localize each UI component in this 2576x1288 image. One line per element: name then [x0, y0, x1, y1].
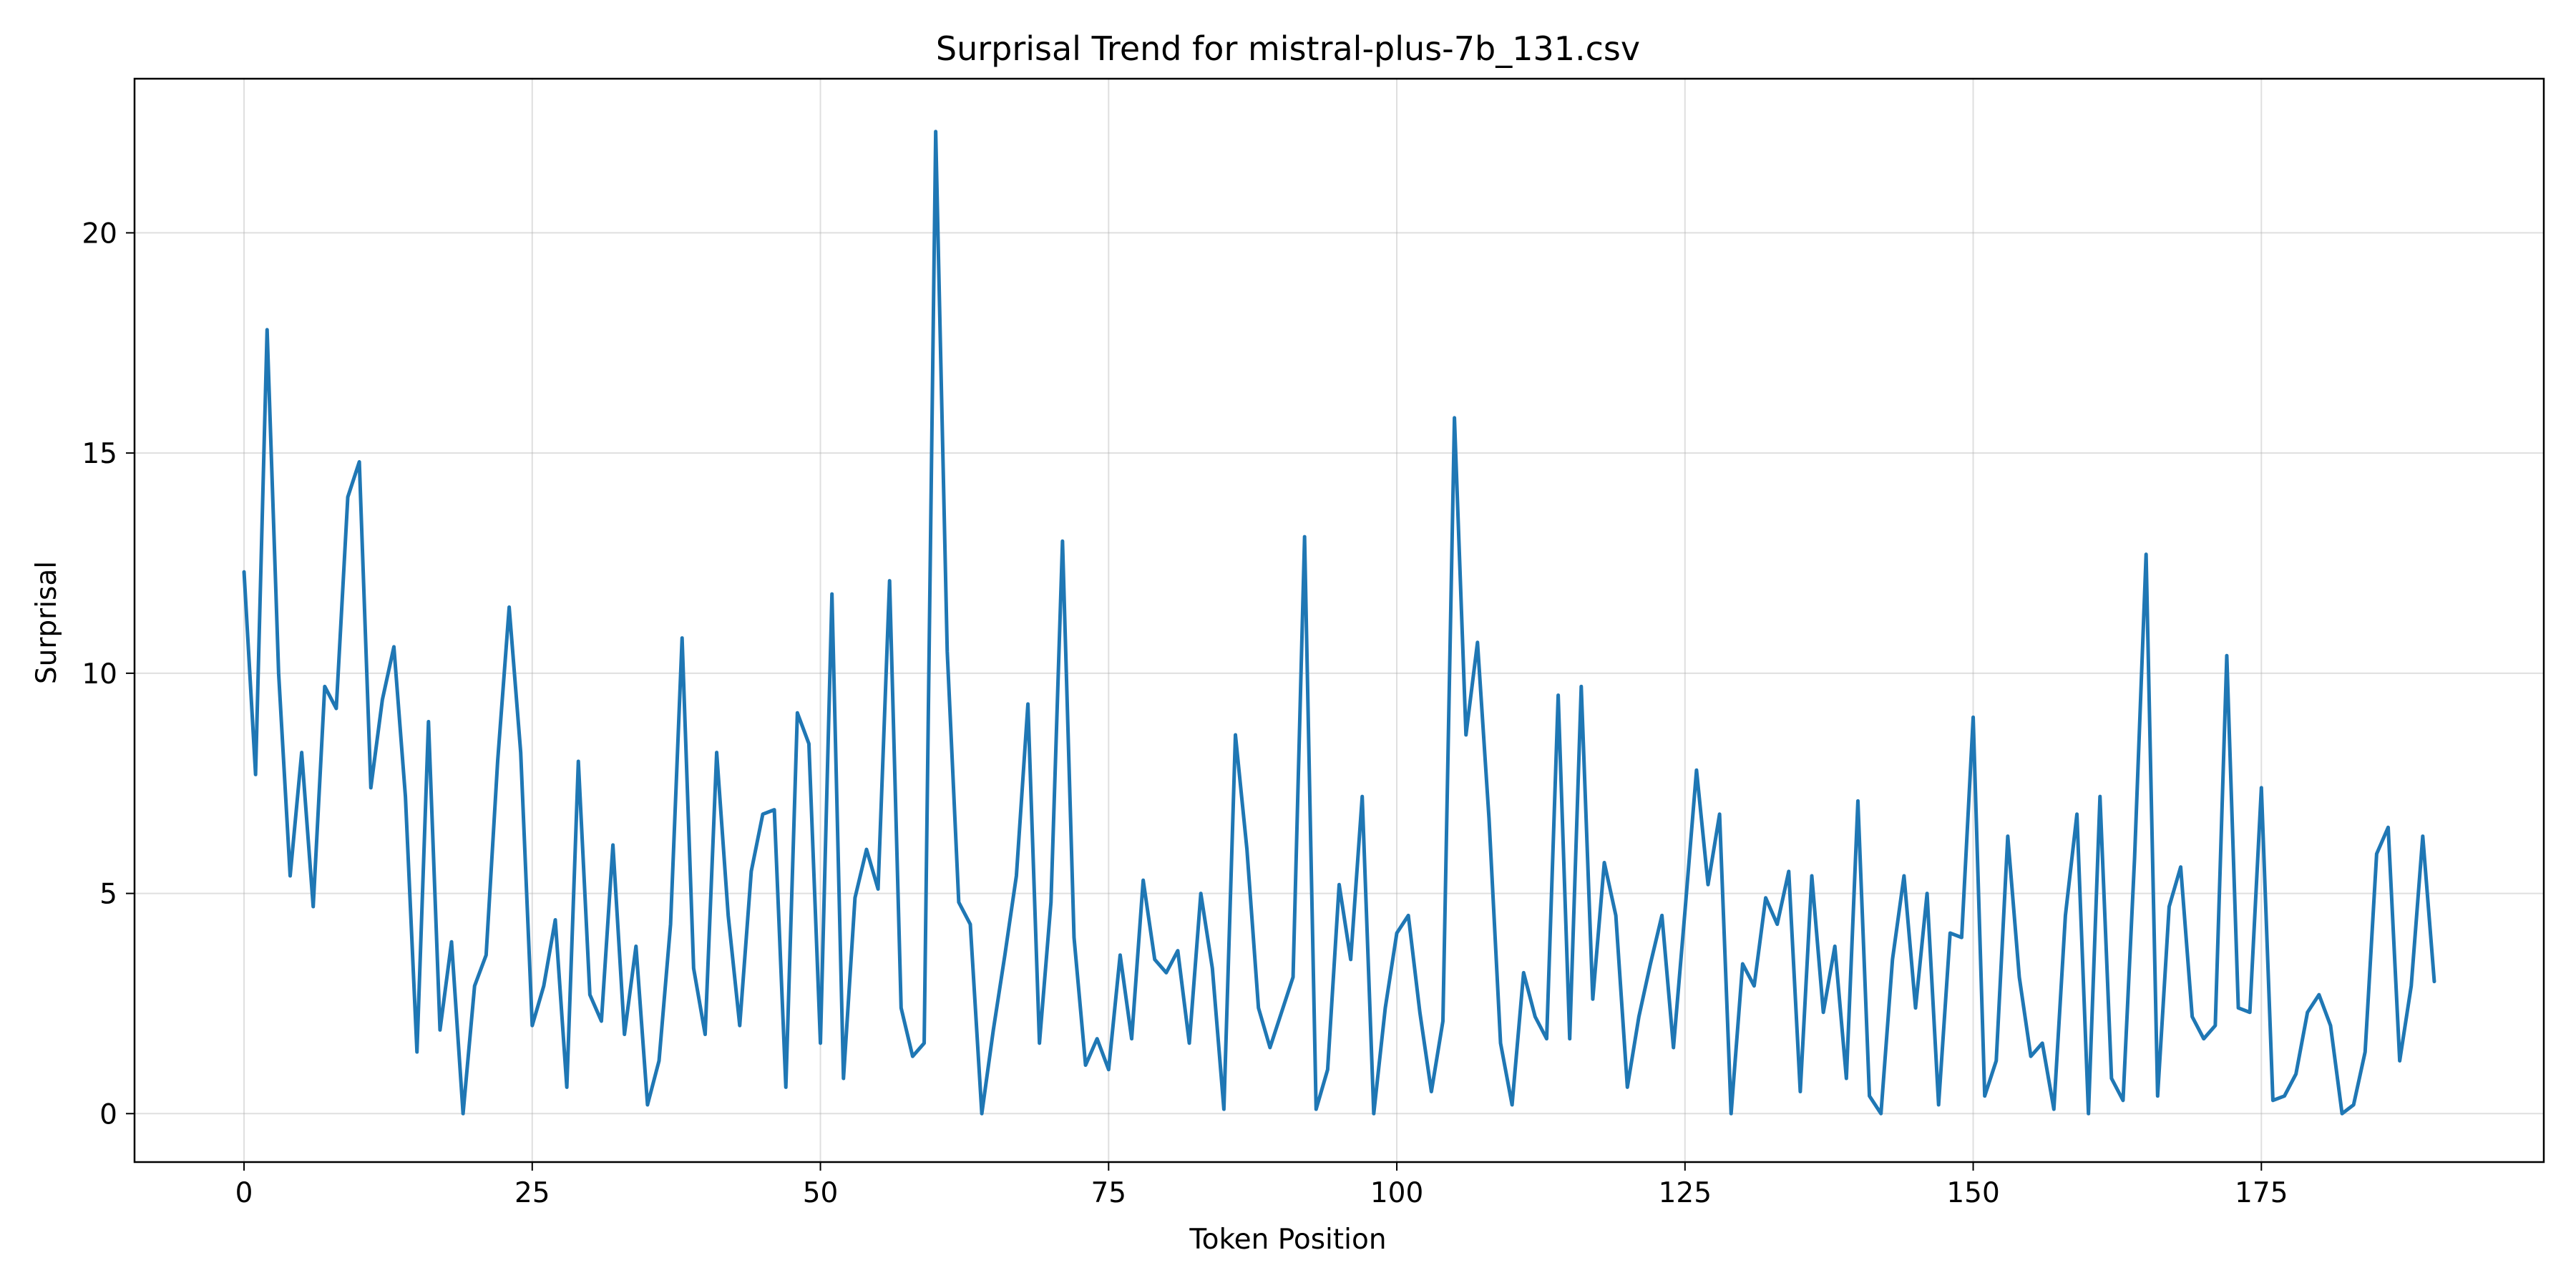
y-tick-label: 0: [99, 1098, 117, 1131]
x-tick-label: 50: [803, 1177, 839, 1209]
plot-frame: [133, 77, 2545, 1163]
y-axis-label: Surprisal: [31, 561, 63, 684]
x-axis-label: Token Position: [1189, 1224, 1386, 1256]
x-tick-label: 125: [1659, 1177, 1712, 1209]
x-tick-label: 75: [1091, 1177, 1126, 1209]
axis-ticks: 0 25 50 75 100 125 150 175 0 5 10 15 20: [82, 218, 2288, 1209]
y-tick-label: 15: [82, 438, 117, 470]
y-tick-label: 5: [99, 879, 117, 911]
x-tick-label: 175: [2235, 1177, 2288, 1209]
surprisal-series-line: [242, 130, 2436, 1116]
x-tick-label: 0: [235, 1177, 253, 1209]
x-tick-label: 25: [514, 1177, 550, 1209]
y-tick-label: 10: [82, 658, 117, 691]
x-tick-label: 100: [1370, 1177, 1423, 1209]
chart-title: Surprisal Trend for mistral-plus-7b_131.…: [936, 29, 1640, 68]
grid-lines: [135, 79, 2544, 1162]
x-tick-label: 150: [1946, 1177, 1999, 1209]
y-tick-label: 20: [82, 218, 117, 250]
